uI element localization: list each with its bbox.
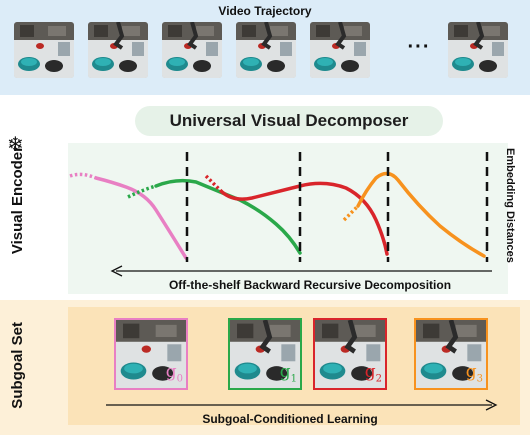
- curve-g0-dotted: [69, 172, 97, 180]
- subgoal-tag-g3: g3: [465, 361, 483, 384]
- embedding-distances-label: Embedding Distances: [504, 147, 516, 263]
- curve-g0: [94, 176, 188, 260]
- video-trajectory-title: Video Trajectory: [218, 4, 312, 18]
- subgoal-tag-g1: g1: [279, 361, 297, 384]
- learning-arrow: [106, 399, 498, 411]
- subgoal-frame-g0: g0: [114, 318, 188, 390]
- curve-g1-dotted: [127, 184, 157, 199]
- backward-arrow-head: [110, 265, 123, 277]
- backward-decomposition-label: Off-the-shelf Backward Recursive Decompo…: [168, 278, 452, 292]
- curve-g2-dotted: [204, 174, 224, 194]
- ellipsis: ···: [407, 36, 431, 58]
- curve-g3: [356, 171, 486, 258]
- subgoal-frame-g1: g1: [228, 318, 302, 390]
- subgoal-frame-g2: g2: [313, 318, 387, 390]
- curve-g3-dotted: [342, 204, 360, 222]
- subgoal-tag-g2: g2: [364, 361, 382, 384]
- subgoal-learning-label: Subgoal-Conditioned Learning: [202, 412, 378, 426]
- decomposition-curves: [69, 152, 492, 277]
- snowflake-icon: ❄: [7, 134, 24, 156]
- embedding-plot-panel: [68, 143, 508, 294]
- curve-g2: [220, 181, 389, 256]
- decomposer-title: Universal Visual Decomposer: [135, 106, 443, 136]
- subgoal-tag-g0: g0: [165, 361, 183, 384]
- subgoal-frame-g3: g3: [414, 318, 488, 390]
